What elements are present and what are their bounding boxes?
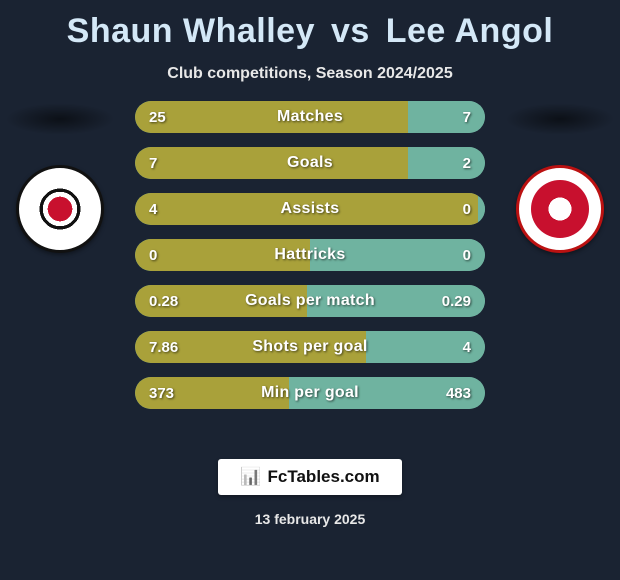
player2-shadow — [505, 103, 615, 135]
stat-bar: 0.280.29Goals per match — [135, 285, 485, 317]
player1-column — [0, 101, 120, 253]
bar-label: Min per goal — [135, 377, 485, 409]
stat-bar: 373483Min per goal — [135, 377, 485, 409]
page-title: Shaun Whalley vs Lee Angol — [0, 12, 620, 51]
stat-bars: 257Matches 72Goals 40Assists 00Hattricks 0.2… — [135, 101, 485, 423]
morecambe-fc-crest-icon — [531, 180, 589, 238]
bar-label: Shots per goal — [135, 331, 485, 363]
footer-date: 13 february 2025 — [0, 511, 620, 527]
player2-column — [500, 101, 620, 253]
stat-bar: 40Assists — [135, 193, 485, 225]
stat-bar: 7.864Shots per goal — [135, 331, 485, 363]
subtitle: Club competitions, Season 2024/2025 — [0, 65, 620, 83]
player1-name: Shaun Whalley — [67, 12, 315, 50]
accrington-stanley-crest-icon — [31, 180, 89, 238]
bar-label: Goals — [135, 147, 485, 179]
bar-label: Goals per match — [135, 285, 485, 317]
bar-label: Assists — [135, 193, 485, 225]
player1-club-crest — [16, 165, 104, 253]
bar-label: Matches — [135, 101, 485, 133]
stat-bar: 257Matches — [135, 101, 485, 133]
brand-badge: FcTables.com — [218, 459, 401, 495]
vs-separator: vs — [331, 12, 370, 50]
stat-bar: 00Hattricks — [135, 239, 485, 271]
player2-club-crest — [516, 165, 604, 253]
comparison-card: Shaun Whalley vs Lee Angol Club competit… — [0, 0, 620, 580]
player1-shadow — [5, 103, 115, 135]
footer: FcTables.com 13 february 2025 — [0, 459, 620, 527]
player2-name: Lee Angol — [386, 12, 554, 50]
bar-label: Hattricks — [135, 239, 485, 271]
stats-stage: 257Matches 72Goals 40Assists 00Hattricks 0.2… — [0, 101, 620, 441]
stat-bar: 72Goals — [135, 147, 485, 179]
